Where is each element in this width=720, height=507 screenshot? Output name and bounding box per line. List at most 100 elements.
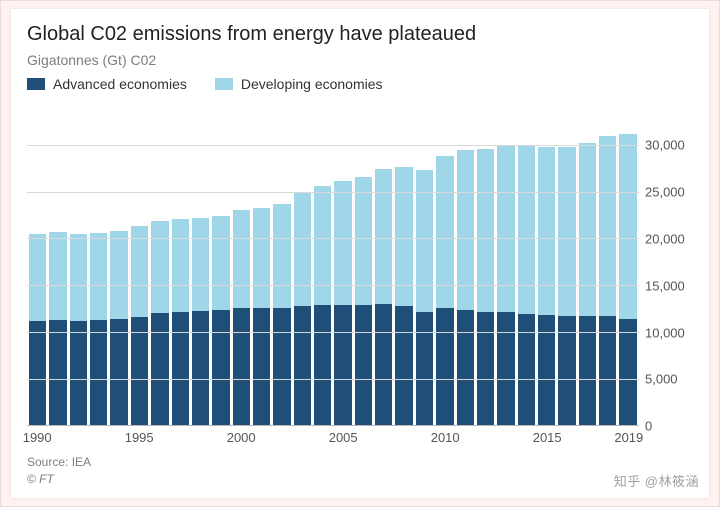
grid-line xyxy=(27,285,639,286)
bar xyxy=(497,98,514,425)
grid-line xyxy=(27,192,639,193)
bar xyxy=(49,98,66,425)
legend-item-advanced: Advanced economies xyxy=(27,76,187,92)
bar-segment-developing xyxy=(294,193,311,305)
y-tick-label: 25,000 xyxy=(645,184,685,199)
bar-segment-developing xyxy=(619,134,636,318)
bar-segment-advanced xyxy=(110,319,127,426)
chart-area: 05,00010,00015,00020,00025,00030,000 xyxy=(27,98,693,426)
bar-segment-advanced xyxy=(294,306,311,426)
bar-segment-advanced xyxy=(233,308,250,425)
bar-segment-developing xyxy=(538,147,555,315)
bar-segment-advanced xyxy=(253,308,270,425)
bar-segment-developing xyxy=(131,226,148,317)
bar-segment-developing xyxy=(70,234,87,321)
bar-segment-advanced xyxy=(436,308,453,425)
bar-segment-advanced xyxy=(49,320,66,426)
bar xyxy=(151,98,168,425)
bar xyxy=(334,98,351,425)
x-tick-label: 2005 xyxy=(329,430,358,445)
bar xyxy=(599,98,616,425)
y-tick-label: 5,000 xyxy=(645,372,678,387)
bar-segment-developing xyxy=(110,231,127,319)
bar-segment-advanced xyxy=(497,312,514,425)
bar xyxy=(558,98,575,425)
bar-segment-advanced xyxy=(131,317,148,426)
copyright-label: © FT xyxy=(27,471,693,488)
bar xyxy=(253,98,270,425)
bar-segment-advanced xyxy=(334,305,351,426)
bar-segment-advanced xyxy=(192,311,209,425)
bar-segment-advanced xyxy=(457,310,474,425)
x-tick-label: 1995 xyxy=(125,430,154,445)
bar-segment-advanced xyxy=(416,312,433,425)
bar xyxy=(273,98,290,425)
grid-line xyxy=(27,238,639,239)
bar-segment-advanced xyxy=(518,314,535,425)
bar-segment-advanced xyxy=(212,310,229,425)
plot-area xyxy=(27,98,639,426)
bar xyxy=(314,98,331,425)
bar xyxy=(538,98,555,425)
x-tick-label: 1990 xyxy=(23,430,52,445)
bar xyxy=(436,98,453,425)
bar-segment-developing xyxy=(375,169,392,304)
bar-segment-advanced xyxy=(273,308,290,426)
bar xyxy=(90,98,107,425)
bar-segment-advanced xyxy=(151,313,168,425)
bar-segment-developing xyxy=(192,218,209,312)
chart-footer: Source: IEA © FT xyxy=(27,454,693,488)
bar-segment-advanced xyxy=(314,305,331,426)
bar-segment-advanced xyxy=(90,320,107,426)
bar xyxy=(172,98,189,425)
chart-title: Global C02 emissions from energy have pl… xyxy=(27,23,693,46)
x-axis-labels: 1990199520002005201020152019 xyxy=(27,430,639,448)
grid-line xyxy=(27,332,639,333)
bar-segment-developing xyxy=(253,208,270,308)
bar-segment-developing xyxy=(477,149,494,313)
source-label: Source: IEA xyxy=(27,454,693,471)
bar-segment-developing xyxy=(558,147,575,316)
bar xyxy=(477,98,494,425)
bar-segment-developing xyxy=(579,143,596,316)
chart-subtitle: Gigatonnes (Gt) C02 xyxy=(27,52,693,68)
bar xyxy=(518,98,535,425)
bar-segment-developing xyxy=(599,136,616,316)
bar-segment-developing xyxy=(334,181,351,304)
x-tick-label: 2000 xyxy=(227,430,256,445)
y-tick-label: 0 xyxy=(645,419,652,434)
bar xyxy=(395,98,412,425)
bar xyxy=(192,98,209,425)
bar-segment-developing xyxy=(314,186,331,305)
y-tick-label: 10,000 xyxy=(645,325,685,340)
x-tick-label: 2010 xyxy=(431,430,460,445)
bar-segment-advanced xyxy=(172,312,189,425)
y-axis: 05,00010,00015,00020,00025,00030,000 xyxy=(639,98,693,426)
bar xyxy=(131,98,148,425)
bar xyxy=(375,98,392,425)
bar-segment-developing xyxy=(233,210,250,308)
x-tick-label: 2019 xyxy=(614,430,643,445)
x-axis: 1990199520002005201020152019 xyxy=(27,430,693,448)
legend: Advanced economies Developing economies xyxy=(27,76,693,92)
legend-label-developing: Developing economies xyxy=(241,76,383,92)
bar-segment-developing xyxy=(90,233,107,320)
x-tick-label: 2015 xyxy=(533,430,562,445)
y-tick-label: 30,000 xyxy=(645,137,685,152)
grid-line xyxy=(27,145,639,146)
bar-segment-advanced xyxy=(619,319,636,426)
watermark: 知乎 @林筱涵 xyxy=(614,471,699,490)
bar-segment-advanced xyxy=(355,305,372,426)
legend-label-advanced: Advanced economies xyxy=(53,76,187,92)
bar xyxy=(110,98,127,425)
bar xyxy=(619,98,636,425)
legend-swatch-developing xyxy=(215,78,233,90)
bar-segment-developing xyxy=(172,219,189,313)
grid-line xyxy=(27,379,639,380)
y-tick-label: 20,000 xyxy=(645,231,685,246)
bar-segment-developing xyxy=(212,216,229,310)
bar-segment-advanced xyxy=(70,321,87,426)
bar-segment-developing xyxy=(457,150,474,310)
bar xyxy=(233,98,250,425)
bar-segment-developing xyxy=(49,232,66,320)
